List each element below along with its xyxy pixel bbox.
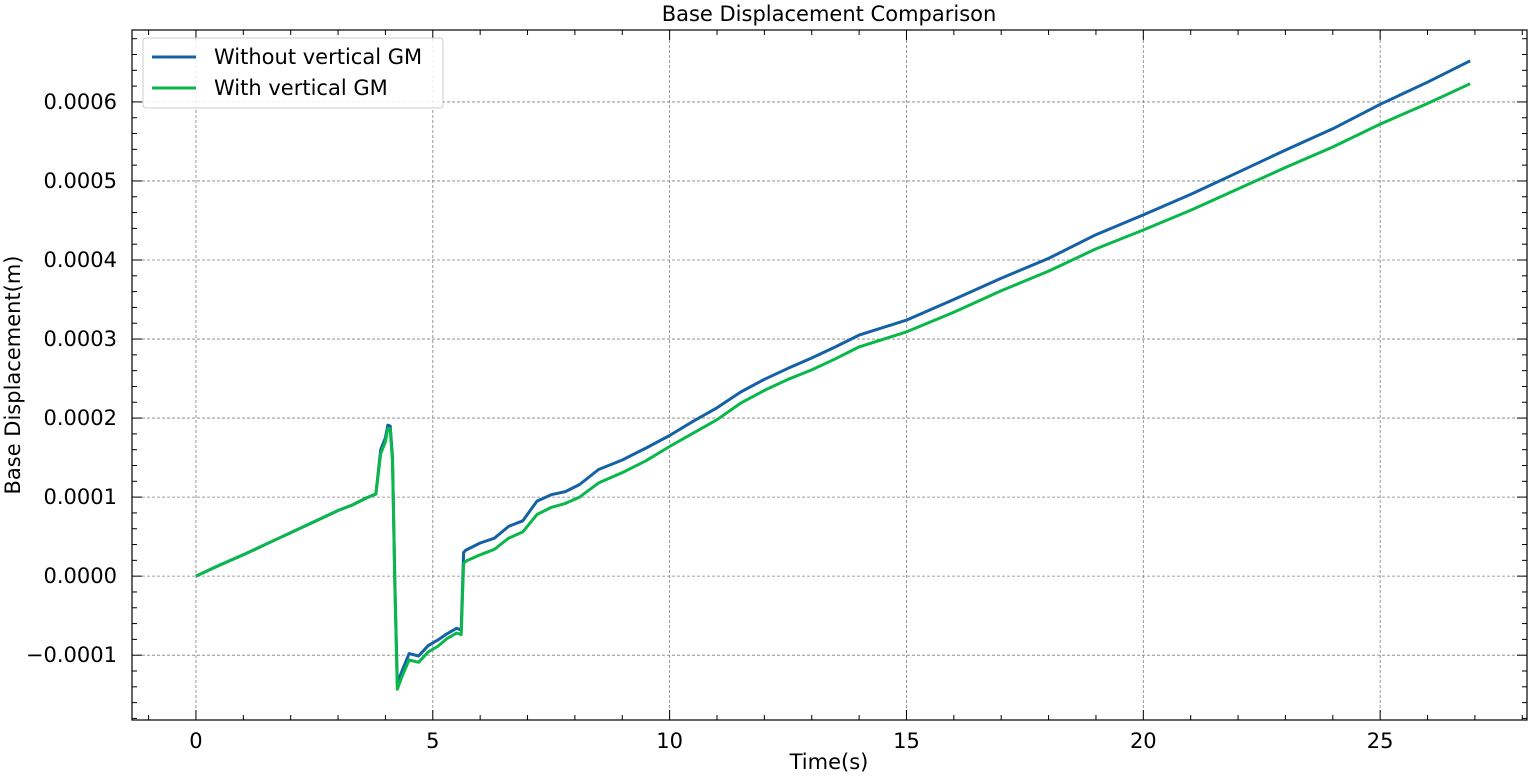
plot-frame <box>131 29 1528 721</box>
x-axis-title: Time(s) <box>789 750 869 774</box>
y-tick-label: 0.0002 <box>44 406 117 430</box>
ticks: 0 5 10 15 20 25 −0.0001 0.0000 0.0001 0.0002 0.000… <box>26 30 1527 753</box>
chart-title: Base Displacement Comparison <box>662 2 997 26</box>
y-axis-title: Base Displacement(m) <box>1 255 25 494</box>
x-tick-label: 5 <box>426 729 439 753</box>
grid <box>132 30 1527 720</box>
legend: Without vertical GM With vertical GM <box>142 37 444 109</box>
y-tick-label: 0.0000 <box>44 564 117 588</box>
legend-label-with-vertical-gm: With vertical GM <box>214 76 388 100</box>
y-tick-label: −0.0001 <box>26 643 117 667</box>
x-tick-label: 10 <box>656 729 683 753</box>
legend-box <box>142 37 444 109</box>
y-tick-label: 0.0005 <box>44 169 117 193</box>
x-tick-label: 0 <box>189 729 202 753</box>
y-tick-label: 0.0004 <box>44 248 117 272</box>
legend-label-without-vertical-gm: Without vertical GM <box>214 45 422 69</box>
series-lines <box>195 59 1471 691</box>
y-tick-label: 0.0006 <box>44 90 117 114</box>
series-line-without-vertical-gm <box>195 59 1471 685</box>
y-tick-label: 0.0003 <box>44 327 117 351</box>
x-tick-label: 15 <box>893 729 920 753</box>
y-tick-label: 0.0001 <box>44 485 117 509</box>
x-tick-label: 20 <box>1130 729 1157 753</box>
series-line-with-vertical-gm <box>195 82 1471 691</box>
x-tick-label: 25 <box>1367 729 1394 753</box>
